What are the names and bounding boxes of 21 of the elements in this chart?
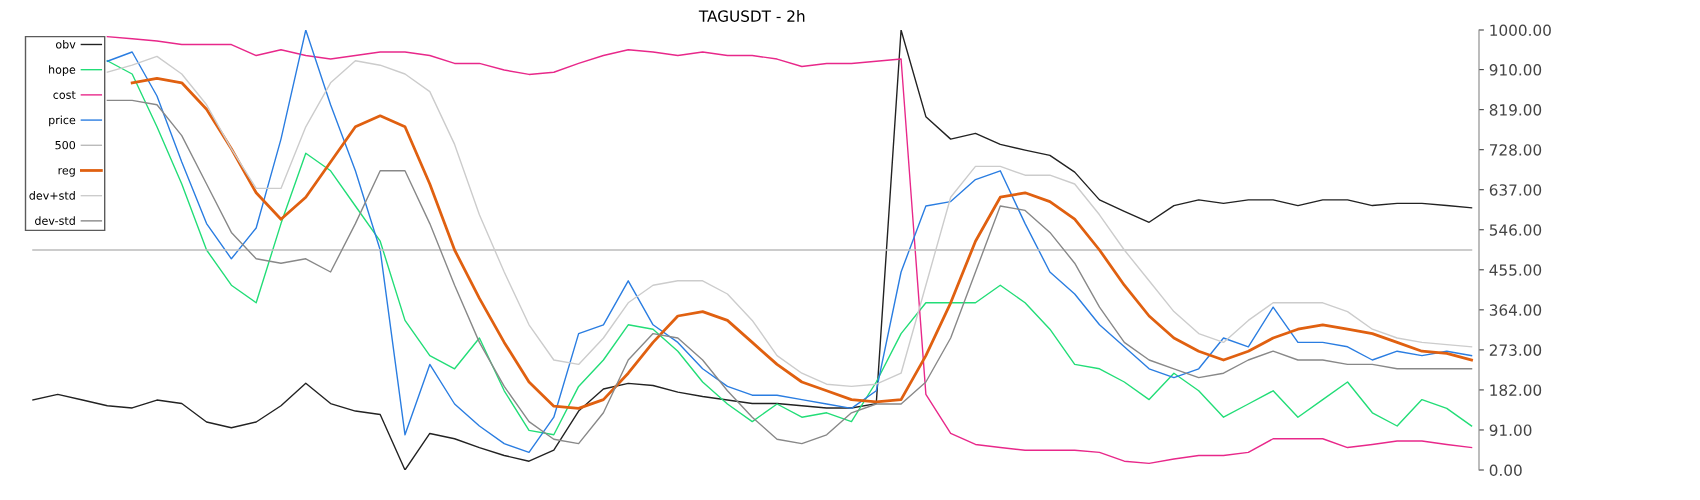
y-tick-label: 1000.00 (1490, 24, 1551, 37)
legend-label: dev+std (29, 191, 75, 200)
y-tick-label: 364.00 (1489, 304, 1542, 316)
legend-label: hope (49, 65, 76, 76)
y-tick-label: 0.00 (1489, 464, 1522, 477)
y-tick-label: 910.00 (1489, 64, 1542, 76)
legend-label: 500 (55, 140, 76, 150)
legend-label: price (49, 115, 76, 127)
legend-label: cost (53, 90, 76, 99)
y-tick-label: 91.00 (1489, 424, 1532, 436)
y-tick-label: 637.00 (1489, 184, 1542, 196)
legend-label: obv (55, 39, 76, 49)
y-tick-label: 455.00 (1489, 264, 1542, 276)
chart-title: TAGUSDT - 2h (698, 10, 805, 22)
y-tick-label: 819.00 (1489, 104, 1542, 116)
y-tick-label: 273.00 (1489, 344, 1542, 356)
legend-label: dev-std (35, 216, 75, 225)
y-tick-label: 546.00 (1489, 224, 1542, 236)
y-tick-label: 182.00 (1490, 384, 1542, 396)
legend-label: reg (58, 168, 75, 177)
y-tick-label: 728.00 (1489, 144, 1542, 156)
